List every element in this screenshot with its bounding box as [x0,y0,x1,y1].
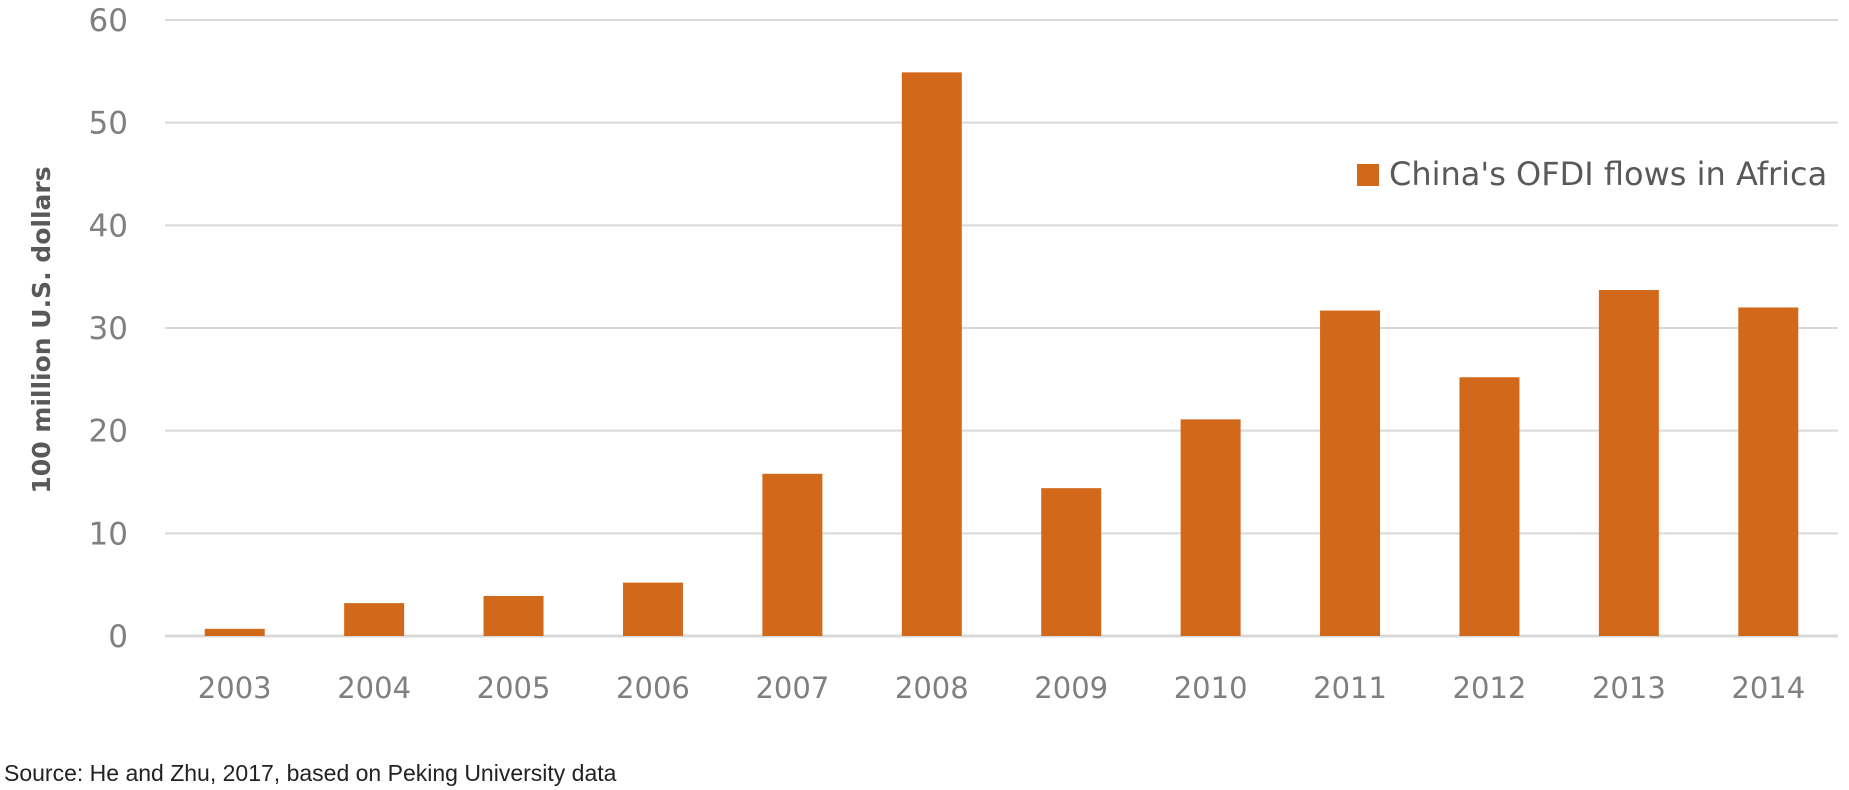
y-axis-title: 100 million U.S. dollars [27,166,56,493]
bar-2009 [1041,488,1102,636]
bar-2008 [901,72,962,637]
x-tick-label: 2013 [1592,671,1666,705]
source-note: Source: He and Zhu, 2017, based on Pekin… [4,760,617,786]
x-tick-label: 2007 [755,671,829,705]
bar-2012 [1459,377,1520,636]
x-tick-label: 2014 [1731,671,1805,705]
x-tick-label: 2005 [477,671,551,705]
bar-chart: 0 10 20 30 40 50 60 100 million U.S. dollars 2… [27,3,1838,705]
y-tick-label: 20 [89,414,128,450]
bar-2006 [622,582,683,636]
bar-2014 [1738,307,1799,636]
y-tick-label: 40 [89,208,128,244]
y-tick-label: 0 [108,619,128,655]
bar-2004 [344,603,405,636]
y-axis-ticks: 0 10 20 30 40 50 60 [89,3,128,655]
bar-2005 [483,595,544,636]
legend: China's OFDI flows in Africa [1357,155,1827,193]
x-tick-label: 2003 [198,671,272,705]
legend-label: China's OFDI flows in Africa [1389,155,1827,193]
y-tick-label: 30 [89,311,128,347]
legend-swatch [1357,164,1379,186]
x-tick-label: 2010 [1174,671,1248,705]
x-tick-label: 2009 [1034,671,1108,705]
bar-2013 [1598,290,1659,636]
bars [204,72,1799,637]
gridlines [165,19,1838,638]
y-tick-label: 50 [89,106,128,142]
x-tick-label: 2011 [1313,671,1387,705]
x-axis-ticks: 2003 2004 2005 2006 2007 2008 2009 2010 2011 2012… [198,671,1805,705]
x-tick-label: 2012 [1453,671,1527,705]
x-tick-label: 2004 [337,671,411,705]
bar-2007 [762,473,823,636]
bar-2010 [1180,419,1241,636]
x-tick-label: 2008 [895,671,969,705]
y-tick-label: 60 [89,3,128,39]
x-tick-label: 2006 [616,671,690,705]
bar-2003 [204,628,265,636]
y-tick-label: 10 [89,516,128,552]
bar-2011 [1320,310,1381,636]
